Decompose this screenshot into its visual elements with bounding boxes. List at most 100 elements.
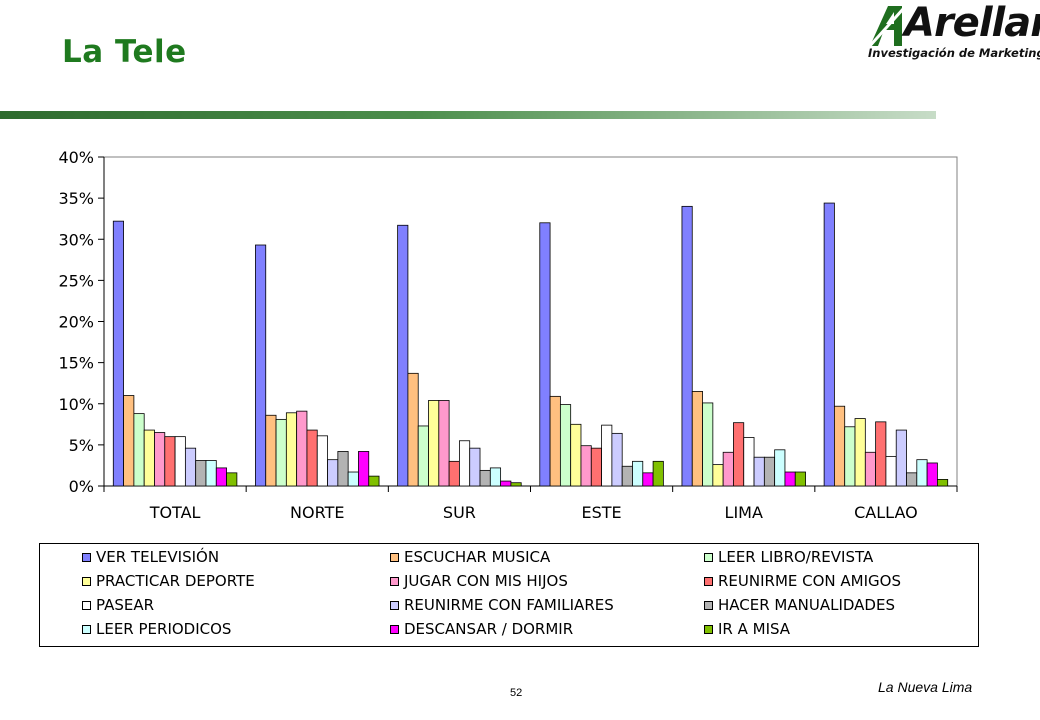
legend-item: LEER LIBRO/REVISTA — [704, 548, 873, 566]
arellano-logo: Arellano Investigación de Marketing — [866, 0, 1040, 64]
bar — [205, 460, 217, 487]
bar — [937, 479, 949, 487]
legend-item: VER TELEVISIÓN — [82, 548, 219, 566]
bar — [459, 440, 471, 487]
bar — [164, 436, 176, 487]
legend-swatch — [390, 576, 399, 586]
bar — [570, 423, 582, 487]
legend-item: IR A MISA — [704, 620, 790, 638]
bar — [875, 421, 887, 487]
page-title: La Tele — [62, 34, 187, 70]
bar — [215, 467, 227, 487]
bar — [469, 447, 481, 487]
legend-label: DESCANSAR / DORMIR — [404, 620, 574, 638]
legend-item: JUGAR CON MIS HIJOS — [390, 572, 568, 590]
bar — [265, 414, 277, 487]
legend-item: LEER PERIODICOS — [82, 620, 231, 638]
bar — [306, 429, 318, 487]
bar — [702, 402, 714, 487]
bar — [479, 469, 491, 487]
bar — [611, 432, 623, 487]
x-tick-label: ESTE — [582, 503, 622, 522]
legend-item: REUNIRME CON AMIGOS — [704, 572, 901, 590]
bar — [184, 447, 197, 487]
bar — [549, 395, 561, 487]
logo-mark-icon — [866, 6, 906, 48]
bar — [906, 472, 918, 487]
bar — [285, 412, 298, 487]
bar — [580, 445, 592, 487]
bar — [133, 413, 145, 487]
chart-legend: VER TELEVISIÓN ESCUCHAR MUSICA LEER LIBRO/… — [39, 543, 979, 647]
bar — [774, 449, 786, 487]
bar — [195, 460, 207, 487]
bar — [590, 447, 602, 487]
page-number: 52 — [510, 687, 523, 699]
bar-chart: 0% 5% 10% 15% 20% 25% 30% 35% 40% TOTAL NORTE SUR ES… — [58, 148, 958, 522]
bar — [601, 424, 613, 487]
bar — [296, 410, 308, 487]
y-tick-label: 30% — [58, 230, 94, 249]
bar — [407, 372, 419, 487]
bar — [763, 456, 776, 487]
bar — [123, 395, 135, 487]
bar — [337, 451, 349, 487]
legend-label: PRACTICAR DEPORTE — [96, 572, 255, 590]
footer-source: La Nueva Lima — [878, 679, 973, 695]
legend-label: HACER MANUALIDADES — [718, 596, 895, 614]
bar — [174, 436, 186, 487]
legend-swatch — [390, 600, 399, 610]
bar — [559, 404, 572, 487]
y-tick-label: 0% — [69, 477, 94, 496]
bar — [621, 465, 633, 487]
bar — [834, 405, 846, 487]
bar — [438, 400, 450, 487]
bar — [691, 391, 703, 487]
bar — [794, 471, 806, 487]
legend-swatch — [82, 624, 91, 634]
y-tick-label: 35% — [58, 189, 94, 208]
bar — [733, 422, 745, 487]
bar — [143, 429, 155, 487]
legend-item: HACER MANUALIDADES — [704, 596, 895, 614]
bar — [712, 464, 724, 487]
bar — [275, 418, 287, 487]
legend-item: REUNIRME CON FAMILIARES — [390, 596, 614, 614]
bar — [753, 456, 765, 487]
x-tick-label: TOTAL — [149, 503, 201, 522]
y-tick-label: 40% — [58, 148, 94, 167]
bar — [368, 475, 380, 487]
bar — [397, 224, 409, 487]
bar — [112, 220, 124, 487]
legend-swatch — [82, 552, 91, 562]
bar — [358, 451, 370, 487]
y-tick-label: 5% — [69, 436, 94, 455]
x-tick-label: CALLAO — [854, 503, 918, 522]
bar — [916, 459, 928, 487]
legend-item: DESCANSAR / DORMIR — [390, 620, 573, 638]
bar — [681, 205, 693, 487]
bar — [864, 451, 877, 487]
bar — [652, 460, 664, 487]
x-tick-label: SUR — [443, 503, 476, 522]
x-tick-label: NORTE — [290, 503, 344, 522]
x-tick-label: LIMA — [725, 503, 763, 522]
legend-swatch — [390, 552, 399, 562]
legend-swatch — [82, 600, 91, 610]
bar — [347, 471, 359, 487]
legend-label: REUNIRME CON AMIGOS — [718, 572, 901, 590]
logo-wordmark: Arellano — [904, 0, 1040, 46]
bar — [632, 460, 644, 487]
legend-label: LEER LIBRO/REVISTA — [718, 548, 874, 566]
y-tick-label: 20% — [58, 313, 94, 332]
bar — [510, 482, 522, 487]
bar — [154, 432, 166, 487]
y-tick-label: 15% — [58, 354, 94, 373]
bar — [255, 244, 267, 487]
legend-label: LEER PERIODICOS — [96, 620, 232, 638]
legend-swatch — [704, 576, 713, 586]
bar — [226, 472, 238, 487]
y-tick-label: 25% — [58, 271, 94, 290]
bar — [926, 462, 938, 487]
bar — [327, 459, 339, 487]
